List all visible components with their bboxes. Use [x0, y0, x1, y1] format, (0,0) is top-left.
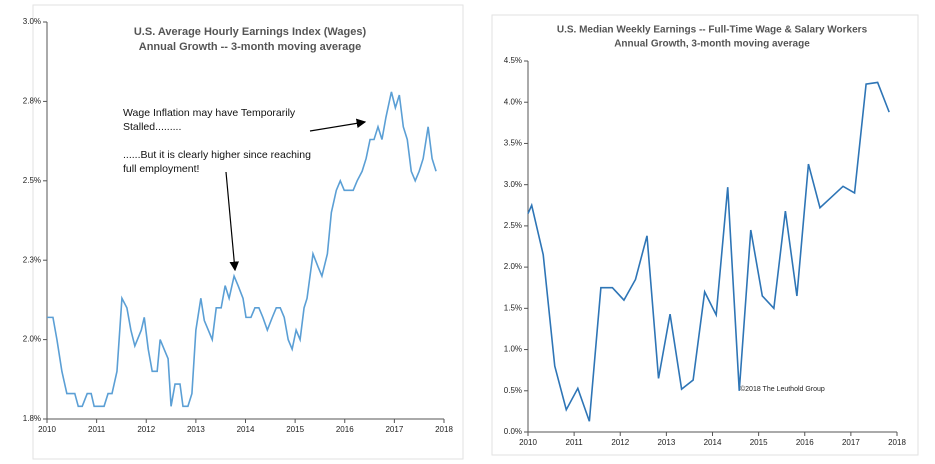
x-tick-label: 2012 [137, 425, 155, 434]
chart-subtitle: Annual Growth, 3-month moving average [614, 39, 810, 50]
annotation: ......But it is clearly higher since rea… [123, 149, 311, 175]
x-tick-label: 2014 [704, 438, 722, 447]
y-tick-label: 1.5% [504, 303, 522, 312]
y-tick-label: 1.8% [23, 414, 41, 423]
x-tick-label: 2013 [187, 425, 205, 434]
y-tick-label: 4.0% [504, 97, 522, 106]
y-tick-label: 0.0% [504, 427, 522, 436]
y-tick-label: 3.0% [23, 17, 41, 26]
x-tick-label: 2018 [888, 438, 906, 447]
x-tick-label: 2016 [796, 438, 814, 447]
y-tick-label: 2.0% [504, 262, 522, 271]
y-tick-label: 2.5% [23, 176, 41, 185]
y-tick-label: 2.0% [23, 335, 41, 344]
y-tick-label: 2.3% [23, 255, 41, 264]
x-tick-label: 2016 [336, 425, 354, 434]
x-tick-label: 2011 [88, 425, 106, 434]
y-tick-label: 3.0% [504, 180, 522, 189]
data-line [527, 81, 890, 422]
annotation: Wage Inflation may have Temporarily Stal… [123, 107, 296, 133]
chart-title: U.S. Median Weekly Earnings -- Full-Time… [557, 25, 868, 36]
chart-subtitle: Annual Growth -- 3-month moving average [139, 41, 361, 53]
x-tick-label: 2013 [657, 438, 675, 447]
x-tick-label: 2015 [286, 425, 304, 434]
panel-frame [32, 4, 464, 460]
x-tick-label: 2010 [519, 438, 537, 447]
y-tick-label: 4.5% [504, 56, 522, 65]
panel-frame [491, 14, 919, 456]
x-tick-label: 2015 [750, 438, 768, 447]
y-tick-label: 3.5% [504, 139, 522, 148]
y-tick-label: 2.8% [23, 97, 41, 106]
y-tick-label: 0.5% [504, 386, 522, 395]
x-tick-label: 2012 [611, 438, 629, 447]
x-tick-label: 2014 [237, 425, 255, 434]
copyright: ©2018 The Leuthold Group [740, 385, 825, 393]
x-tick-label: 2017 [385, 425, 403, 434]
x-tick-label: 2018 [435, 425, 453, 434]
chart-title: U.S. Average Hourly Earnings Index (Wage… [134, 26, 367, 38]
y-tick-label: 2.5% [504, 221, 522, 230]
y-tick-label: 1.0% [504, 345, 522, 354]
x-tick-label: 2017 [842, 438, 860, 447]
x-tick-label: 2010 [38, 425, 56, 434]
x-tick-label: 2011 [566, 438, 584, 447]
arrow [225, 171, 240, 272]
arrow [309, 118, 367, 132]
data-line [47, 91, 437, 408]
